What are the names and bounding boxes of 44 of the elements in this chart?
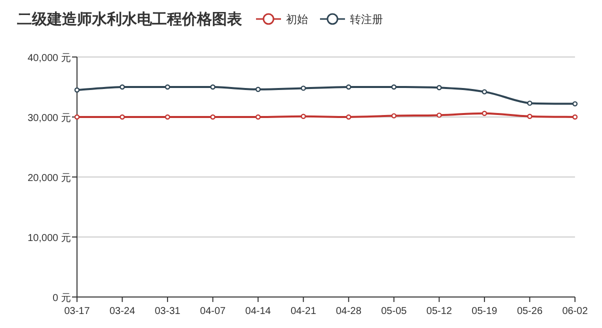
y-tick-label: 20,000 元 bbox=[28, 173, 71, 184]
point bbox=[255, 86, 261, 92]
point bbox=[300, 86, 306, 91]
x-tick-label: 03-24 bbox=[109, 306, 136, 317]
point bbox=[255, 114, 261, 120]
point bbox=[527, 100, 532, 106]
point bbox=[391, 113, 397, 118]
y-tick-label: 10,000 元 bbox=[28, 233, 71, 244]
point bbox=[391, 84, 397, 90]
x-tick-label: 05-12 bbox=[426, 306, 452, 317]
legend-label: 转注册 bbox=[350, 13, 383, 26]
point bbox=[164, 114, 170, 120]
x-tick-label: 05-05 bbox=[381, 306, 408, 317]
point bbox=[210, 114, 216, 120]
x-tick-label: 04-07 bbox=[200, 306, 226, 317]
point bbox=[120, 114, 125, 120]
point bbox=[527, 114, 532, 119]
point bbox=[346, 84, 352, 90]
point bbox=[210, 84, 216, 90]
point bbox=[74, 114, 80, 120]
point bbox=[572, 101, 578, 106]
x-tick-label: 03-31 bbox=[154, 306, 181, 317]
point bbox=[436, 112, 442, 118]
point bbox=[300, 114, 306, 119]
point bbox=[436, 85, 442, 90]
x-tick-label: 04-14 bbox=[245, 306, 272, 317]
x-tick-label: 05-19 bbox=[472, 306, 498, 317]
x-tick-label: 04-21 bbox=[290, 306, 317, 317]
y-tick-label: 30,000 元 bbox=[28, 113, 71, 124]
x-tick-label: 06-02 bbox=[562, 306, 588, 317]
point bbox=[482, 89, 488, 94]
point bbox=[346, 114, 352, 120]
x-tick-label: 04-28 bbox=[336, 306, 362, 317]
title: 二级建造师水利水电工程价格图表 bbox=[17, 11, 242, 28]
x-tick-label: 03-17 bbox=[64, 306, 90, 317]
point bbox=[120, 84, 125, 90]
point bbox=[74, 87, 80, 93]
point bbox=[482, 110, 488, 116]
point bbox=[164, 84, 170, 90]
x-tick-label: 05-26 bbox=[516, 306, 543, 317]
y-tick-label: 0 元 bbox=[52, 293, 71, 304]
legend-label: 初始 bbox=[286, 13, 308, 26]
y-tick-label: 40,000 元 bbox=[28, 53, 71, 64]
point bbox=[572, 114, 578, 120]
